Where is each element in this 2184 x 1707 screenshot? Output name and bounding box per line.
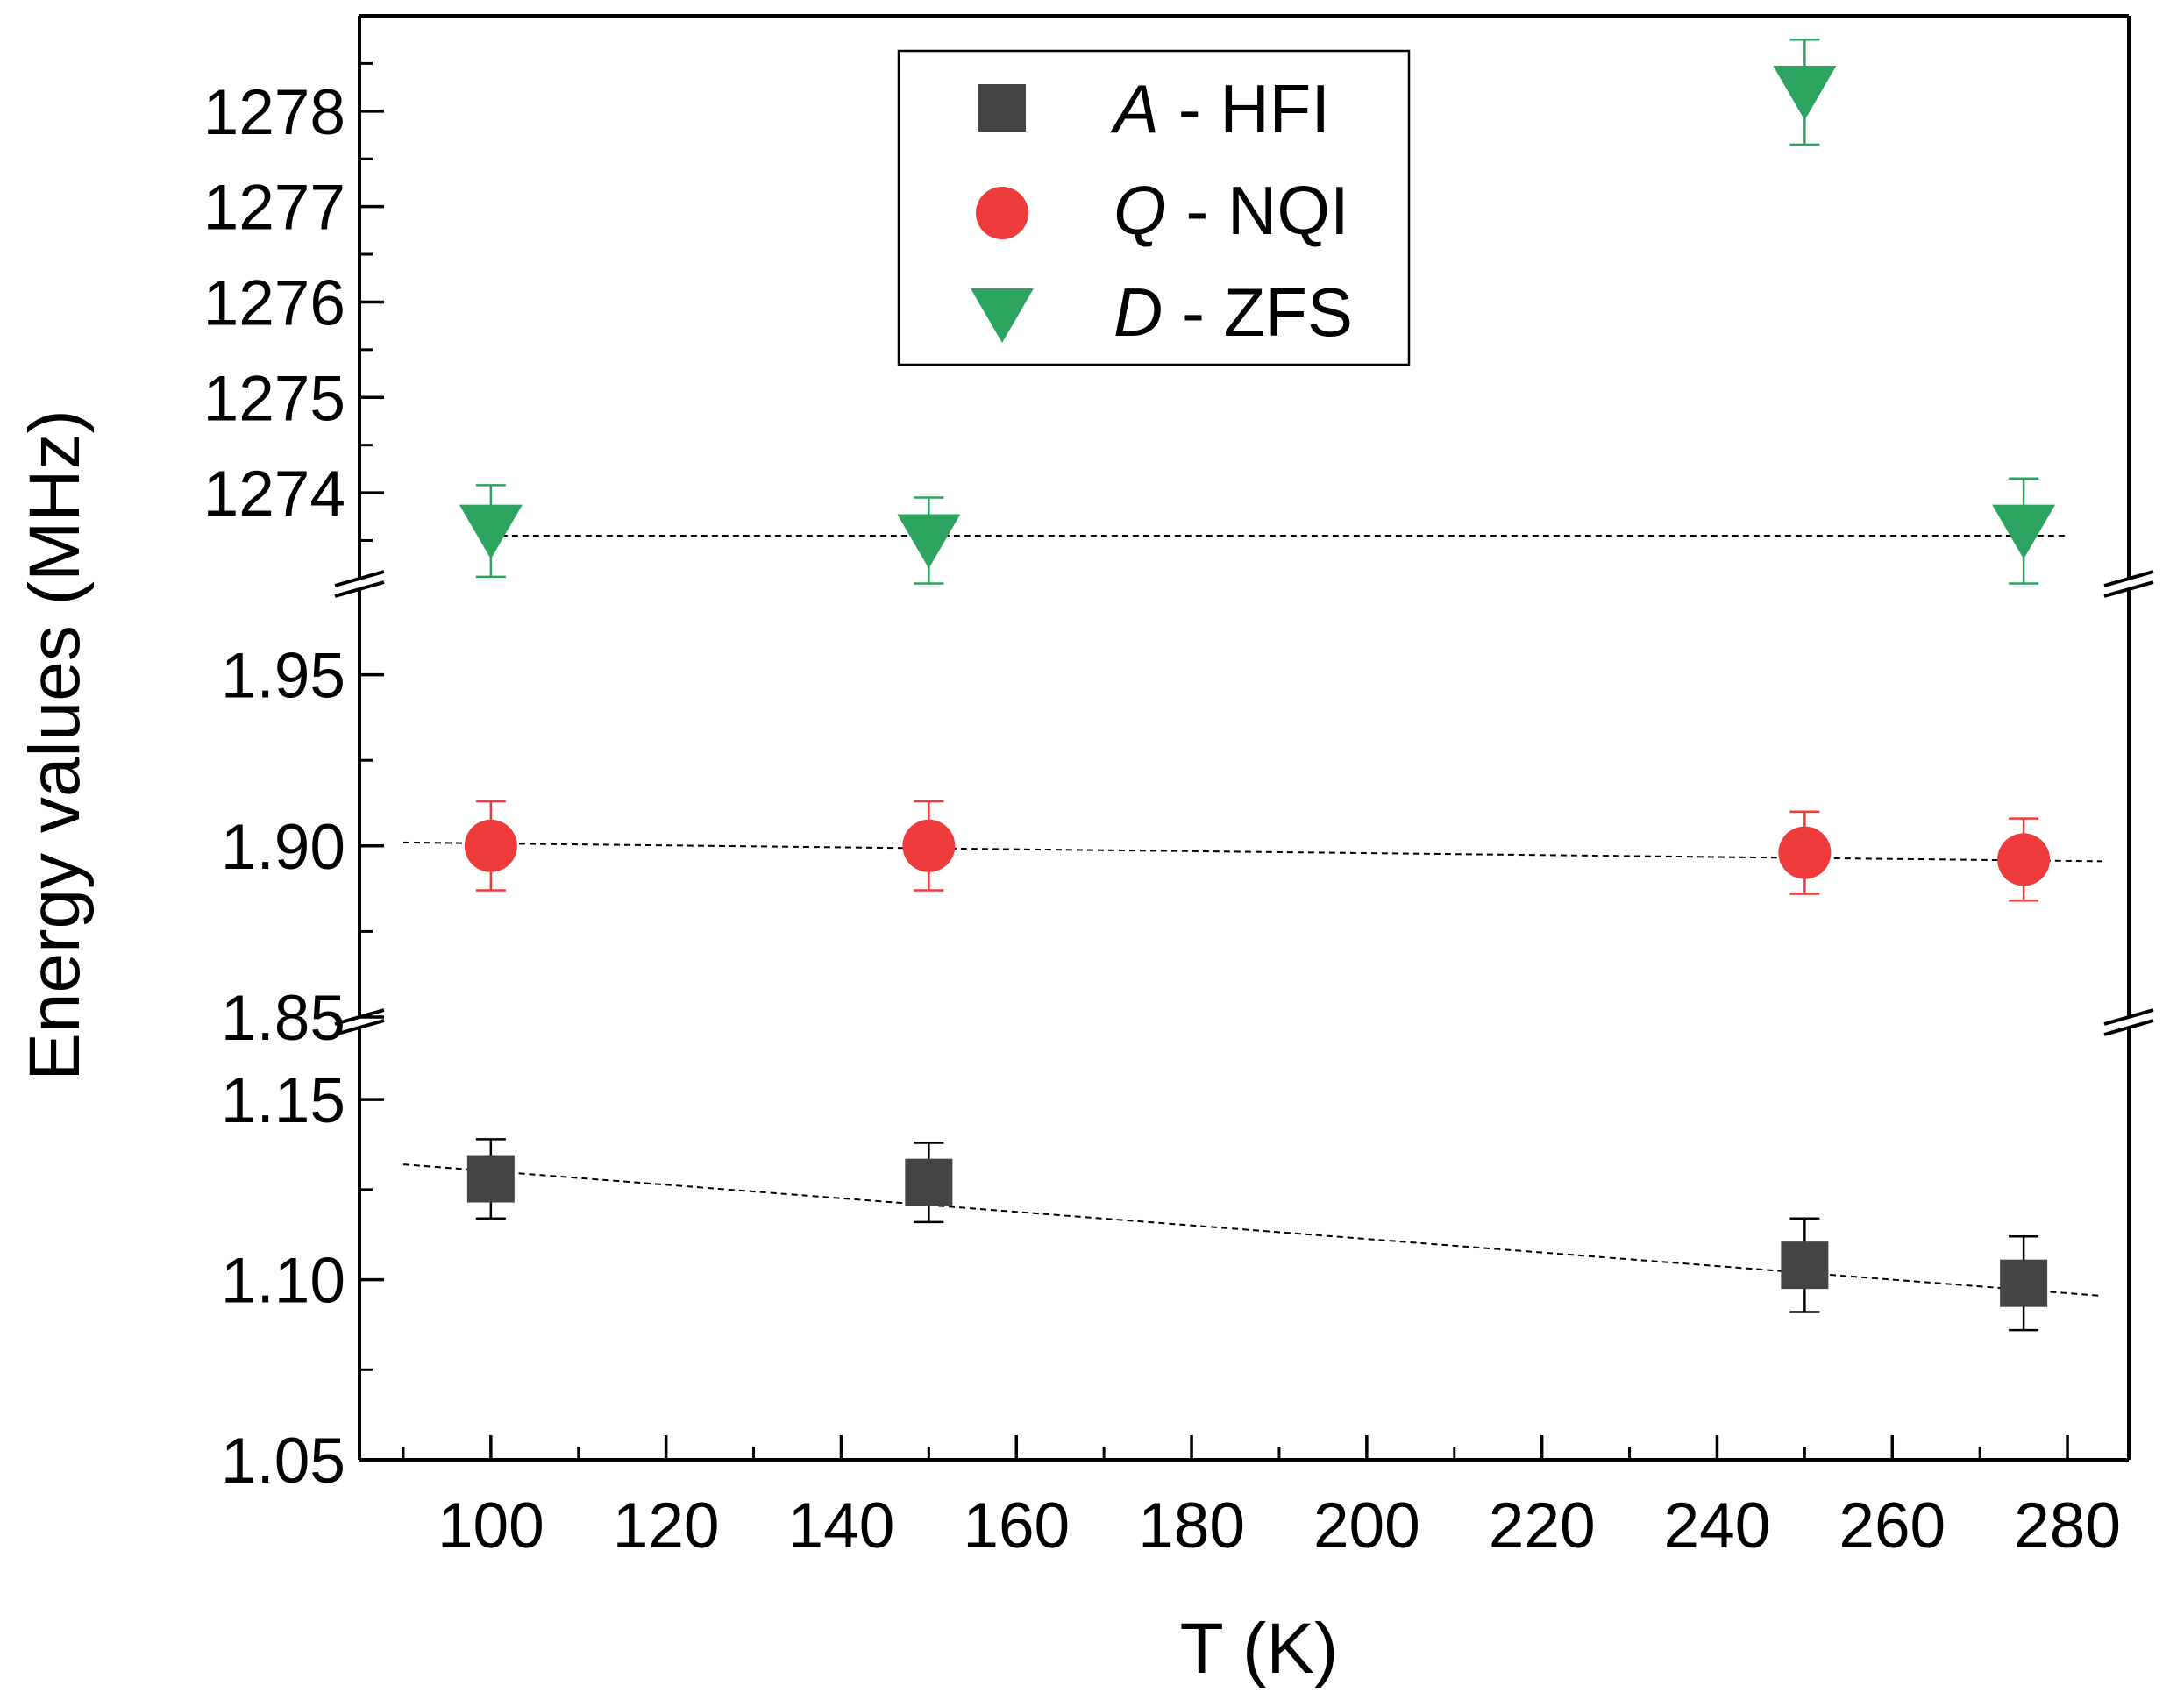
y-tick-label: 1278: [203, 77, 345, 148]
data-point-a-hfi: [2000, 1259, 2048, 1307]
x-tick-label: 120: [613, 1490, 720, 1561]
legend-label: A - HFI: [1110, 70, 1330, 147]
axis-break-mark: [2103, 1008, 2154, 1026]
data-point-d-zfs: [1773, 66, 1837, 121]
fit-lines-group: [402, 535, 2103, 1298]
fit-line-a-hfi: [402, 1163, 2103, 1298]
fit-line-q-nqi: [402, 841, 2103, 863]
legend-suffix: - HFI: [1159, 70, 1330, 147]
axis-break-mark: [2103, 580, 2154, 598]
data-points-group: [459, 66, 2056, 1307]
data-point-q-nqi: [1997, 833, 2051, 886]
legend-suffix: - ZFS: [1163, 274, 1353, 351]
data-point-d-zfs: [897, 514, 961, 569]
y-tick-label: 1.05: [221, 1426, 345, 1497]
axis-break-mark: [334, 1019, 385, 1036]
data-point-a-hfi: [1781, 1241, 1829, 1290]
x-tick-label: 140: [788, 1490, 895, 1561]
legend-symbol: A: [1110, 70, 1159, 147]
x-tick-label: 220: [1489, 1490, 1596, 1561]
legend-suffix: - NQI: [1167, 172, 1349, 249]
axis-break-mark: [334, 580, 385, 598]
legend-marker-square: [978, 84, 1026, 132]
x-tick-label: 160: [963, 1490, 1070, 1561]
legend-label: Q - NQI: [1113, 172, 1349, 249]
axis-break-mark: [334, 570, 385, 587]
data-point-d-zfs: [1992, 504, 2056, 559]
y-tick-label: 1.90: [221, 812, 345, 883]
x-tick-label: 240: [1664, 1490, 1771, 1561]
x-tick-label: 260: [1839, 1490, 1946, 1561]
tick-labels-group: 100 120 140 160 180 200 220 240 260 280 1274 1275 12…: [203, 77, 2121, 1561]
y-tick-label: 1274: [203, 459, 345, 530]
y-tick-label: 1.10: [221, 1246, 345, 1317]
x-tick-label: 200: [1313, 1490, 1420, 1561]
y-tick-label: 1276: [203, 267, 345, 338]
legend-label: D - ZFS: [1113, 274, 1353, 351]
x-tick-label: 100: [438, 1490, 544, 1561]
legend-symbol: D: [1113, 274, 1163, 351]
y-tick-label: 1275: [203, 363, 345, 434]
data-point-q-nqi: [1778, 826, 1832, 879]
axis-break-mark: [2103, 570, 2154, 587]
y-tick-label: 1277: [203, 173, 345, 244]
x-tick-label: 180: [1138, 1490, 1245, 1561]
x-tick-label: 280: [2014, 1490, 2121, 1561]
data-point-q-nqi: [464, 819, 517, 872]
data-point-a-hfi: [905, 1158, 953, 1206]
y-tick-label: 1.15: [221, 1065, 345, 1136]
legend-marker-circle: [976, 187, 1028, 239]
legend-marker-triangle: [971, 288, 1034, 343]
legend-symbol: Q: [1113, 172, 1167, 249]
data-point-a-hfi: [466, 1155, 515, 1203]
axes-group: [334, 14, 2154, 1462]
data-point-d-zfs: [459, 504, 523, 559]
axis-break-mark: [2103, 1019, 2154, 1036]
y-tick-label: 1.85: [221, 983, 345, 1054]
y-axis-title: Energy values (MHz): [15, 409, 95, 1081]
y-tick-label: 1.95: [221, 641, 345, 712]
data-point-q-nqi: [902, 819, 956, 872]
x-axis-title: T (K): [1180, 1609, 1339, 1689]
